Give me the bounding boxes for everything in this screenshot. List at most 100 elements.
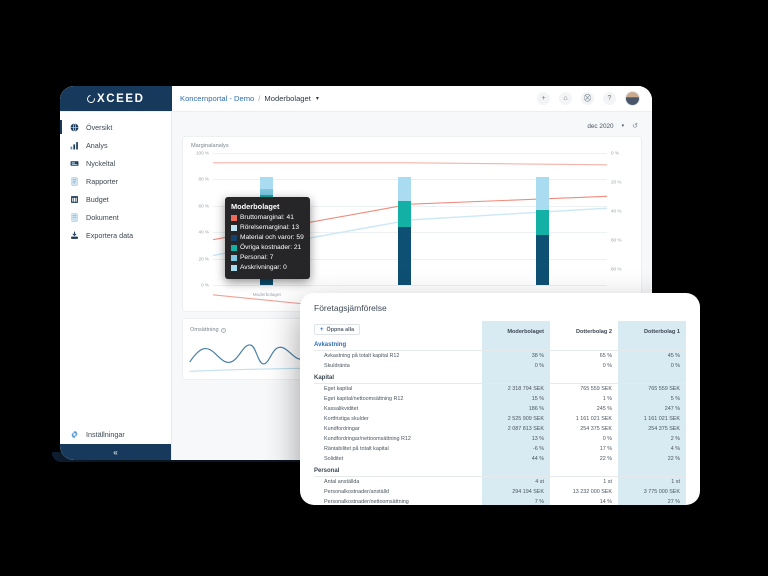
avatar[interactable] [625,91,640,106]
table-row[interactable]: Personalkostnader/anställd 294 194 SEK 13 … [314,487,686,497]
table-group-row[interactable]: Avkastning [314,338,686,351]
group-label: Avkastning [314,338,482,351]
table-row[interactable]: Avkastning på totalt kapital R12 38 % 65 %… [314,350,686,361]
group-empty-cell [550,464,618,477]
sidebar-item-label: Exportera data [86,230,134,240]
breadcrumb-current[interactable]: Moderbolaget [264,94,311,103]
y-axis-tick-right: 0 % [611,150,619,156]
row-value: 245 % [596,406,612,412]
row-value: 1 161 021 SEK [618,414,686,424]
row-value: 0 % [602,363,612,369]
row-value: 13 232 000 SEK [572,489,612,495]
sidebar-item-analys[interactable]: Analys [60,136,171,154]
row-label: Personalkostnader/nettoomsättning [324,499,409,505]
sidebar-item-rapporter[interactable]: Rapporter [60,172,171,190]
row-label: Avkastning på totalt kapital R12 [324,353,400,359]
brand-logo-area[interactable]: XCEED [60,86,172,111]
row-label: Eget kapital [324,386,353,392]
sidebar-item-label: Budget [86,194,109,204]
column-header-dotterbolag-2[interactable]: Dotterbolag 2 [575,329,612,335]
brand-logo-text: XCEED [96,92,145,105]
o-swirl-icon [85,92,98,105]
cart-icon[interactable]: ⛒ [581,92,594,105]
table-group-row[interactable]: Personal [314,464,686,477]
row-value: 765 559 SEK [580,386,612,392]
row-value: 186 % [482,404,550,414]
row-value: 44 % [482,454,550,464]
tooltip-row-list: Bruttomarginal: 41 Rörelsemarginal: 13 Mat… [231,213,304,273]
sidebar-item-label: Översikt [86,122,113,132]
row-label: Antal anställda [324,479,360,485]
row-label: Soliditet [324,456,344,462]
table-group-row[interactable]: Kapital [314,371,686,384]
chevron-down-icon[interactable]: ▾ [621,123,625,129]
table-row[interactable]: Kundfordringar/nettoomsättning R12 13 % 0 … [314,434,686,444]
row-value: 247 % [618,404,686,414]
breadcrumb-link[interactable]: Koncernportal - Demo [180,94,255,103]
tooltip-row: Material och varor: 59 [231,233,304,243]
bruttomarginal-line [213,163,607,165]
sidebar-nav: Översikt Analys Nyckeltal [60,112,171,244]
row-value: 13 % [482,434,550,444]
row-value: 65 % [599,353,612,359]
row-label: Eget kapital/nettoomsättning R12 [324,396,404,402]
row-value: 4 % [618,444,686,454]
table-row[interactable]: Personalkostnader/nettoomsättning 7 % 14 %… [314,497,686,505]
add-icon[interactable]: + [537,92,550,105]
table-row[interactable]: Räntabilitet på totalt kapital -6 % 17 % 4 … [314,444,686,454]
tooltip-row-text: Övriga kostnader: 21 [240,244,302,251]
group-empty-cell [482,371,550,384]
table-row[interactable]: Eget kapital 2 318 794 SEK 765 559 SEK 765 … [314,383,686,394]
table-row[interactable]: Eget kapital/nettoomsättning R12 15 % 1 % 5… [314,394,686,404]
bar-dotterbolag-2[interactable] [398,177,412,285]
notifications-bell-icon[interactable]: ⌂ [559,92,572,105]
y-axis-tick-left: 80 % [198,176,209,182]
chevron-down-icon[interactable]: ▾ [315,96,319,102]
sidebar-item-budget[interactable]: Budget [60,190,171,208]
table-row[interactable]: Kortfristiga skulder 2 525 909 SEK 1 161 0… [314,414,686,424]
help-question-icon[interactable]: ? [603,92,616,105]
sidebar-item-exportera-data[interactable]: Exportera data [60,226,171,244]
row-value: 1 161 021 SEK [575,416,612,422]
table-row[interactable]: Soliditet 44 % 22 % 22 % [314,454,686,464]
sidebar-item-installningar[interactable]: Inställningar [60,424,171,444]
row-label: Räntabilitet på totalt kapital [324,446,389,452]
bar-dotterbolag-1[interactable] [536,177,550,285]
sidebar-item-dokument[interactable]: Dokument [60,208,171,226]
y-axis-tick-left: 100 % [195,150,209,156]
row-value: 2 087 813 SEK [482,424,550,434]
sidebar-item-nyckeltal[interactable]: Nyckeltal [60,154,171,172]
row-value: 1 % [602,396,612,402]
row-value: 15 % [482,394,550,404]
sidebar-item-label: Dokument [86,212,119,222]
breadcrumb: Koncernportal - Demo / Moderbolaget ▾ + … [172,86,652,111]
info-icon[interactable]: i [220,327,226,333]
group-label: Personal [314,464,482,477]
row-value: 0 % [482,361,550,371]
row-label: Skuldränta [324,363,350,369]
open-all-button[interactable]: + Öppna alla [314,324,361,335]
table-row[interactable]: Antal anställda 4 st 1 st 1 st [314,476,686,487]
column-header-dotterbolag-1[interactable]: Dotterbolag 1 [618,321,686,338]
reload-icon[interactable]: ↺ [632,123,638,130]
y-axis-tick-right: 40 % [611,208,622,214]
group-empty-cell [482,338,550,351]
chart-title: Marginalanalys [191,143,229,149]
table-row[interactable]: Skuldränta 0 % 0 % 0 % [314,361,686,371]
table-row[interactable]: Kundfordringar 2 087 813 SEK 254 375 SEK 25… [314,424,686,434]
column-header-moderbolaget[interactable]: Moderbolaget [482,321,550,338]
table-head: + Öppna alla Moderbolaget Dotterbolag 2 … [314,321,686,338]
gridline [213,285,607,286]
sidebar-settings-label: Inställningar [86,429,125,439]
sidebar-collapse-button[interactable]: « [60,444,171,460]
sidebar-item-oversikt[interactable]: Översikt [60,118,171,136]
period-selector[interactable]: dec 2020 [587,122,614,130]
kpi-title: Omsättning i [190,327,226,333]
row-value: 3 775 000 SEK [618,487,686,497]
tooltip-row: Avskrivningar: 0 [231,263,304,273]
report-document-icon [70,176,79,186]
table-row[interactable]: Kassalikviditet 186 % 245 % 247 % [314,404,686,414]
row-label: Kassalikviditet [324,406,359,412]
y-axis-tick-left: 40 % [198,229,209,235]
